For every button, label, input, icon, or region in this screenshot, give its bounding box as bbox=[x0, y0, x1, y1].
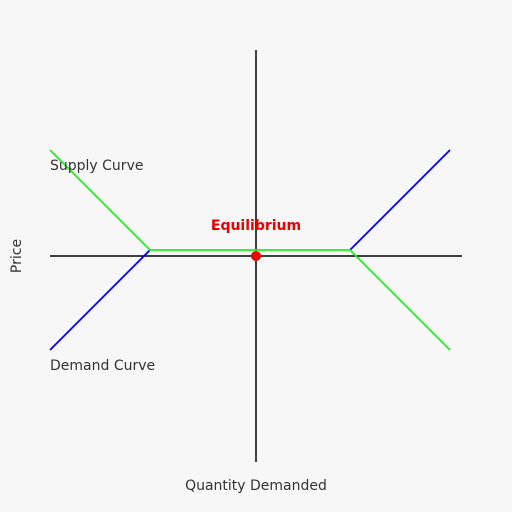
supply-curve bbox=[49, 149, 451, 351]
x-axis-label: Quantity Demanded bbox=[185, 478, 327, 494]
demand-curve-right bbox=[349, 149, 451, 251]
demand-curve-label: Demand Curve bbox=[50, 358, 155, 374]
supply-curve-label: Supply Curve bbox=[50, 158, 143, 174]
demand-curve-left bbox=[49, 249, 151, 351]
equilibrium-point bbox=[251, 251, 261, 261]
equilibrium-label: Equilibrium bbox=[211, 218, 301, 234]
y-axis-label: Price bbox=[9, 239, 25, 273]
